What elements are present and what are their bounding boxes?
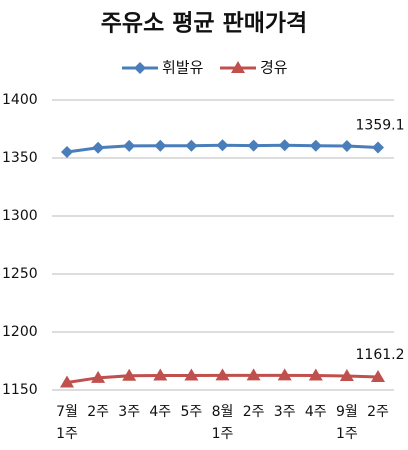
x-tick-label: 2주 xyxy=(367,404,389,420)
x-tick-label: 2주 xyxy=(243,404,265,420)
y-tick-label: 1250 xyxy=(2,266,38,282)
legend-label: 경유 xyxy=(260,59,288,77)
legend-item: 경유 xyxy=(220,59,288,77)
point xyxy=(246,368,261,381)
x-tick-label: 4주 xyxy=(305,404,327,420)
point xyxy=(309,139,322,152)
x-tick-label: 3주 xyxy=(274,404,296,420)
point xyxy=(278,139,291,152)
point xyxy=(153,368,168,381)
value-label: 1161.2 xyxy=(356,347,405,363)
point xyxy=(60,375,74,388)
legend-item: 휘발유 xyxy=(122,59,204,77)
point xyxy=(371,370,385,383)
point xyxy=(61,145,73,158)
y-tick-label: 1200 xyxy=(2,324,38,340)
point xyxy=(216,139,229,152)
x-tick-label: 5주 xyxy=(181,404,203,420)
y-tick-label: 1400 xyxy=(2,92,38,108)
point xyxy=(92,141,105,154)
x-tick-label: 8월 1주 xyxy=(212,404,234,442)
point xyxy=(185,139,198,152)
point xyxy=(154,139,167,152)
y-tick-label: 1350 xyxy=(2,150,38,166)
point xyxy=(184,368,199,381)
legend-marker xyxy=(231,61,245,73)
point xyxy=(339,368,354,381)
legend-label: 휘발유 xyxy=(162,59,204,77)
point xyxy=(340,140,353,153)
y-tick-label: 1300 xyxy=(2,208,38,224)
y-tick-label: 1150 xyxy=(2,382,38,398)
value-label: 1359.1 xyxy=(356,117,405,133)
point xyxy=(308,368,323,381)
x-tick-label: 4주 xyxy=(149,404,171,420)
point xyxy=(91,370,106,383)
x-tick-label: 9월 1주 xyxy=(336,404,358,442)
x-tick-label: 3주 xyxy=(118,404,140,420)
point xyxy=(215,368,230,381)
point xyxy=(372,141,384,154)
legend-marker xyxy=(134,62,146,74)
x-tick-label: 2주 xyxy=(87,404,109,420)
point xyxy=(122,368,137,381)
point xyxy=(277,368,292,381)
point xyxy=(247,139,260,152)
chart-title: 주유소 평균 판매가격 xyxy=(101,11,307,37)
point xyxy=(123,139,136,152)
x-tick-label: 7월 1주 xyxy=(56,404,78,442)
